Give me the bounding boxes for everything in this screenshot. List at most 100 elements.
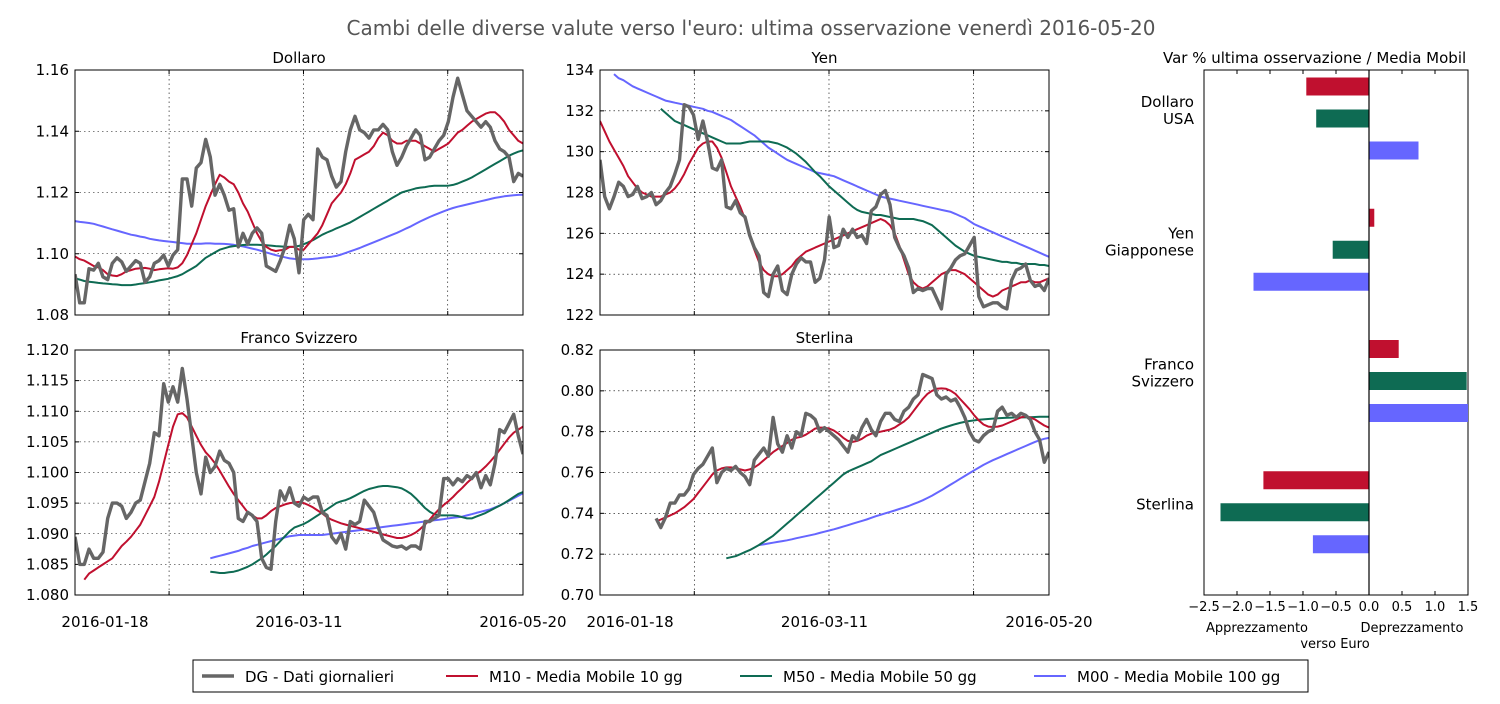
y-tick-label: 0.80 [561,382,594,400]
series-line-m10 [75,111,523,278]
x-tick-label: 1.5 [1458,600,1479,615]
series-line-dg [600,102,1049,311]
x-tick-label: 0.5 [1392,600,1413,615]
x-tick-label: −2.0 [1221,600,1253,615]
xlabel-center: verso Euro [1300,637,1369,652]
panel-title: Sterlina [796,329,854,347]
y-tick-label: 134 [565,61,594,79]
x-tick-label: 2016-03-11 [255,613,342,631]
series-line-m10 [655,387,1049,523]
y-tick-label: 1.110 [26,402,69,420]
bar-m50 [1220,503,1369,522]
series-group [654,372,1049,560]
plot-frame [74,349,524,596]
bar-chart-title: Var % ultima osservazione / Media Mobil [1163,49,1466,67]
series-line-m10 [83,412,523,581]
category-label: USA [1163,110,1195,128]
bar-m10 [1306,77,1369,96]
series-line-dg [75,366,523,571]
bar-m50 [1332,240,1369,259]
y-tick-label: 1.08 [36,306,69,324]
legend-box [192,659,1309,693]
y-tick-label: 1.16 [36,61,69,79]
series-group [75,76,523,305]
panel-title: Franco Svizzero [240,329,357,347]
y-tick-label: 0.72 [561,545,594,563]
category-label: Sterlina [1136,495,1194,513]
x-tick-label: −1.0 [1287,600,1319,615]
plot-frame [599,349,1050,596]
y-tick-label: 124 [565,265,594,283]
bar-m00 [1253,272,1369,291]
x-tick-label: −2.5 [1188,600,1220,615]
bar-m50 [1369,372,1467,390]
x-tick-label: 2016-05-20 [479,613,566,631]
category-label: Franco [1144,356,1194,374]
bar-m10 [1369,340,1399,358]
legend-label: M00 - Media Mobile 100 gg [1077,668,1280,686]
x-tick-label: 2016-05-20 [1005,613,1092,631]
series-line-dg [654,372,1049,530]
y-tick-label: 0.76 [561,464,594,482]
y-tick-label: 1.090 [26,525,69,543]
legend-label: M50 - Media Mobile 50 gg [783,668,977,686]
y-tick-label: 1.115 [26,372,69,390]
legend-label: DG - Dati giornalieri [245,668,394,686]
y-tick-label: 1.085 [26,555,69,573]
series-line-m00 [758,436,1049,546]
x-tick-label: −1.5 [1254,600,1286,615]
x-tick-label: −0.5 [1320,600,1352,615]
y-tick-label: 0.78 [561,423,594,441]
y-tick-label: 1.120 [26,341,69,359]
bar-m00 [1369,141,1419,160]
plot-frame [599,69,1050,316]
x-tick-label: 0.0 [1359,600,1380,615]
x-tick-label: 1.0 [1425,600,1446,615]
y-tick-label: 0.82 [561,341,594,359]
y-tick-label: 1.100 [26,464,69,482]
legend: DG - Dati giornalieri M10 - Media Mobile … [192,659,1309,693]
series-line-m50 [660,108,1049,267]
series-group [75,366,523,581]
xlabel-right: Deprezzamento [1361,621,1464,636]
y-tick-label: 128 [565,184,594,202]
panel-title: Dollaro [272,49,325,67]
legend-entry-m00: M00 - Media Mobile 100 gg [1034,668,1280,686]
bar-m00 [1312,535,1369,554]
y-tick-label: 122 [565,306,594,324]
bar-chart-var: Var % ultima osservazione / Media Mobil D… [1105,49,1478,652]
x-tick-label: 2016-01-18 [586,613,673,631]
bar-m10 [1263,471,1369,490]
legend-label: M10 - Media Mobile 10 gg [489,668,683,686]
series-line-m50 [726,415,1049,560]
legend-entry-m50: M50 - Media Mobile 50 gg [740,668,977,686]
xlabel-left: Apprezzamento [1206,621,1308,636]
plot-frame [74,69,524,316]
y-tick-label: 1.080 [26,586,69,604]
category-label: Giapponese [1105,241,1194,259]
panel-franco-svizzero: Franco Svizzero 1.080 1.085 1.090 1.095 1.100… [26,329,567,631]
legend-entry-dg: DG - Dati giornalieri [202,668,394,686]
legend-entry-m10: M10 - Media Mobile 10 gg [446,668,683,686]
bar-m50 [1316,109,1369,128]
y-tick-label: 1.14 [36,122,69,140]
bar-m00 [1369,404,1468,422]
panel-title: Yen [811,49,838,67]
y-tick-label: 130 [565,143,594,161]
y-tick-label: 132 [565,102,594,120]
y-tick-label: 1.10 [36,245,69,263]
y-tick-label: 126 [565,224,594,242]
category-label: Svizzero [1131,373,1194,391]
series-line-m50 [75,149,523,287]
series-line-m10 [600,120,1049,298]
category-label: Dollaro [1141,93,1194,111]
category-label: Yen [1167,224,1194,242]
panel-sterlina: Sterlina 0.70 0.72 0.74 0.76 0.78 0.80 0.82 2016… [561,329,1093,631]
y-tick-label: 1.105 [26,433,69,451]
y-tick-label: 1.095 [26,494,69,512]
x-tick-label: 2016-01-18 [61,613,148,631]
x-tick-label: 2016-03-11 [781,613,868,631]
y-tick-label: 0.74 [561,504,594,522]
